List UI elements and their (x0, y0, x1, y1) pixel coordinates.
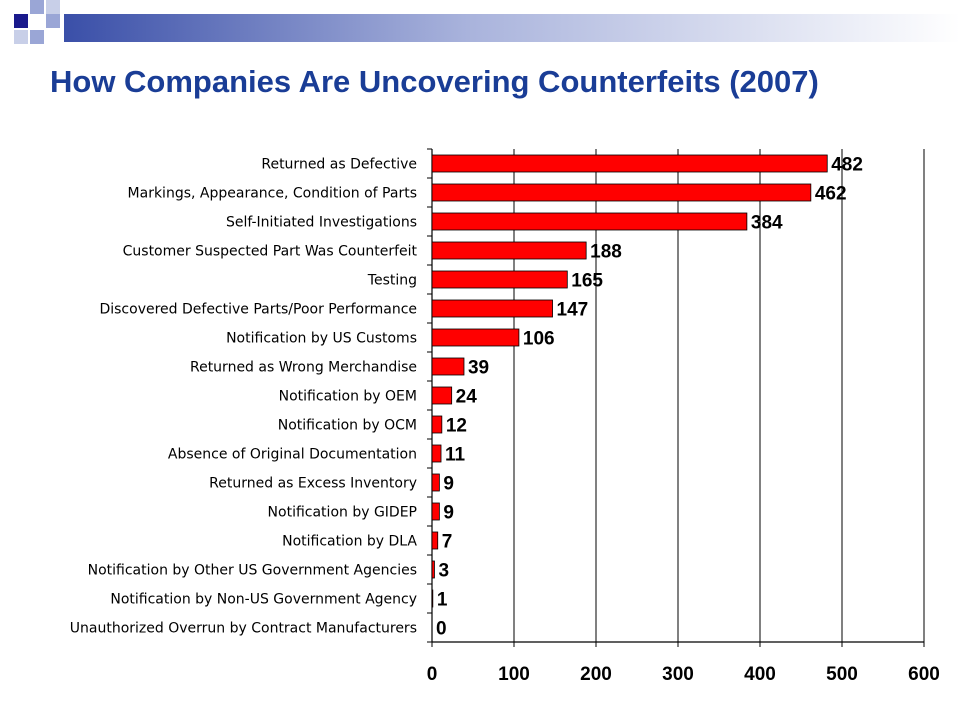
data-label: 188 (590, 242, 622, 263)
x-tick-label: 300 (662, 664, 694, 685)
x-tick-label: 500 (826, 664, 858, 685)
bar (431, 357, 465, 376)
data-label: 12 (446, 416, 467, 437)
category-label: Returned as Excess Inventory (209, 476, 417, 492)
bars (431, 154, 828, 608)
data-label: 3 (438, 561, 449, 582)
category-label: Absence of Original Documentation (168, 447, 417, 463)
bar (431, 444, 442, 463)
bar (431, 154, 828, 173)
bar (431, 531, 439, 550)
data-label: 7 (442, 532, 453, 553)
data-label: 482 (831, 155, 863, 176)
category-label: Notification by OEM (279, 389, 417, 405)
bar (431, 415, 443, 434)
title-gradient-bar (0, 0, 960, 56)
category-label: Notification by Non-US Government Agency (110, 592, 417, 608)
bar (431, 502, 440, 521)
data-label: 11 (445, 445, 466, 466)
category-label: Testing (367, 273, 417, 289)
bar (431, 386, 453, 405)
category-label: Self-Initiated Investigations (226, 215, 417, 231)
data-label: 24 (456, 387, 478, 408)
bar (431, 183, 812, 202)
bar (431, 270, 568, 289)
data-label: 106 (523, 329, 555, 350)
x-tick-label: 0 (427, 664, 438, 685)
bar (431, 589, 434, 608)
category-label: Returned as Wrong Merchandise (190, 360, 417, 376)
data-label: 165 (571, 271, 603, 292)
x-tick-label: 100 (498, 664, 530, 685)
data-label: 0 (436, 619, 447, 640)
data-label: 9 (443, 503, 454, 524)
category-label: Notification by OCM (278, 418, 417, 434)
category-label: Notification by GIDEP (268, 505, 417, 521)
x-tick-label: 400 (744, 664, 776, 685)
category-label: Discovered Defective Parts/Poor Performa… (99, 302, 417, 318)
data-label: 1 (437, 590, 448, 611)
category-label: Markings, Appearance, Condition of Parts (128, 186, 417, 202)
bar (431, 328, 520, 347)
x-axis-ticks: 0 100 200 300 400 500 600 (427, 642, 940, 685)
bar (431, 473, 440, 492)
category-label: Notification by DLA (282, 534, 417, 550)
data-label: 9 (443, 474, 454, 495)
data-label: 147 (557, 300, 589, 321)
data-label: 462 (815, 184, 847, 205)
x-tick-label: 200 (580, 664, 612, 685)
category-label: Unauthorized Overrun by Contract Manufac… (70, 621, 417, 637)
bar (431, 241, 587, 260)
data-label: 384 (751, 213, 783, 234)
category-label: Customer Suspected Part Was Counterfeit (123, 244, 418, 260)
page-title: How Companies Are Uncovering Counterfeit… (50, 64, 819, 99)
bar (431, 560, 435, 579)
category-label: Notification by US Customs (226, 331, 417, 347)
x-tick-label: 600 (908, 664, 940, 685)
category-labels: Returned as Defective Markings, Appearanc… (70, 157, 418, 637)
category-label: Returned as Defective (261, 157, 417, 173)
decorative-squares-icon (14, 0, 960, 44)
category-label: Notification by Other US Government Agen… (88, 563, 417, 579)
data-label: 39 (468, 358, 489, 379)
bar (431, 299, 553, 318)
bar (431, 212, 748, 231)
